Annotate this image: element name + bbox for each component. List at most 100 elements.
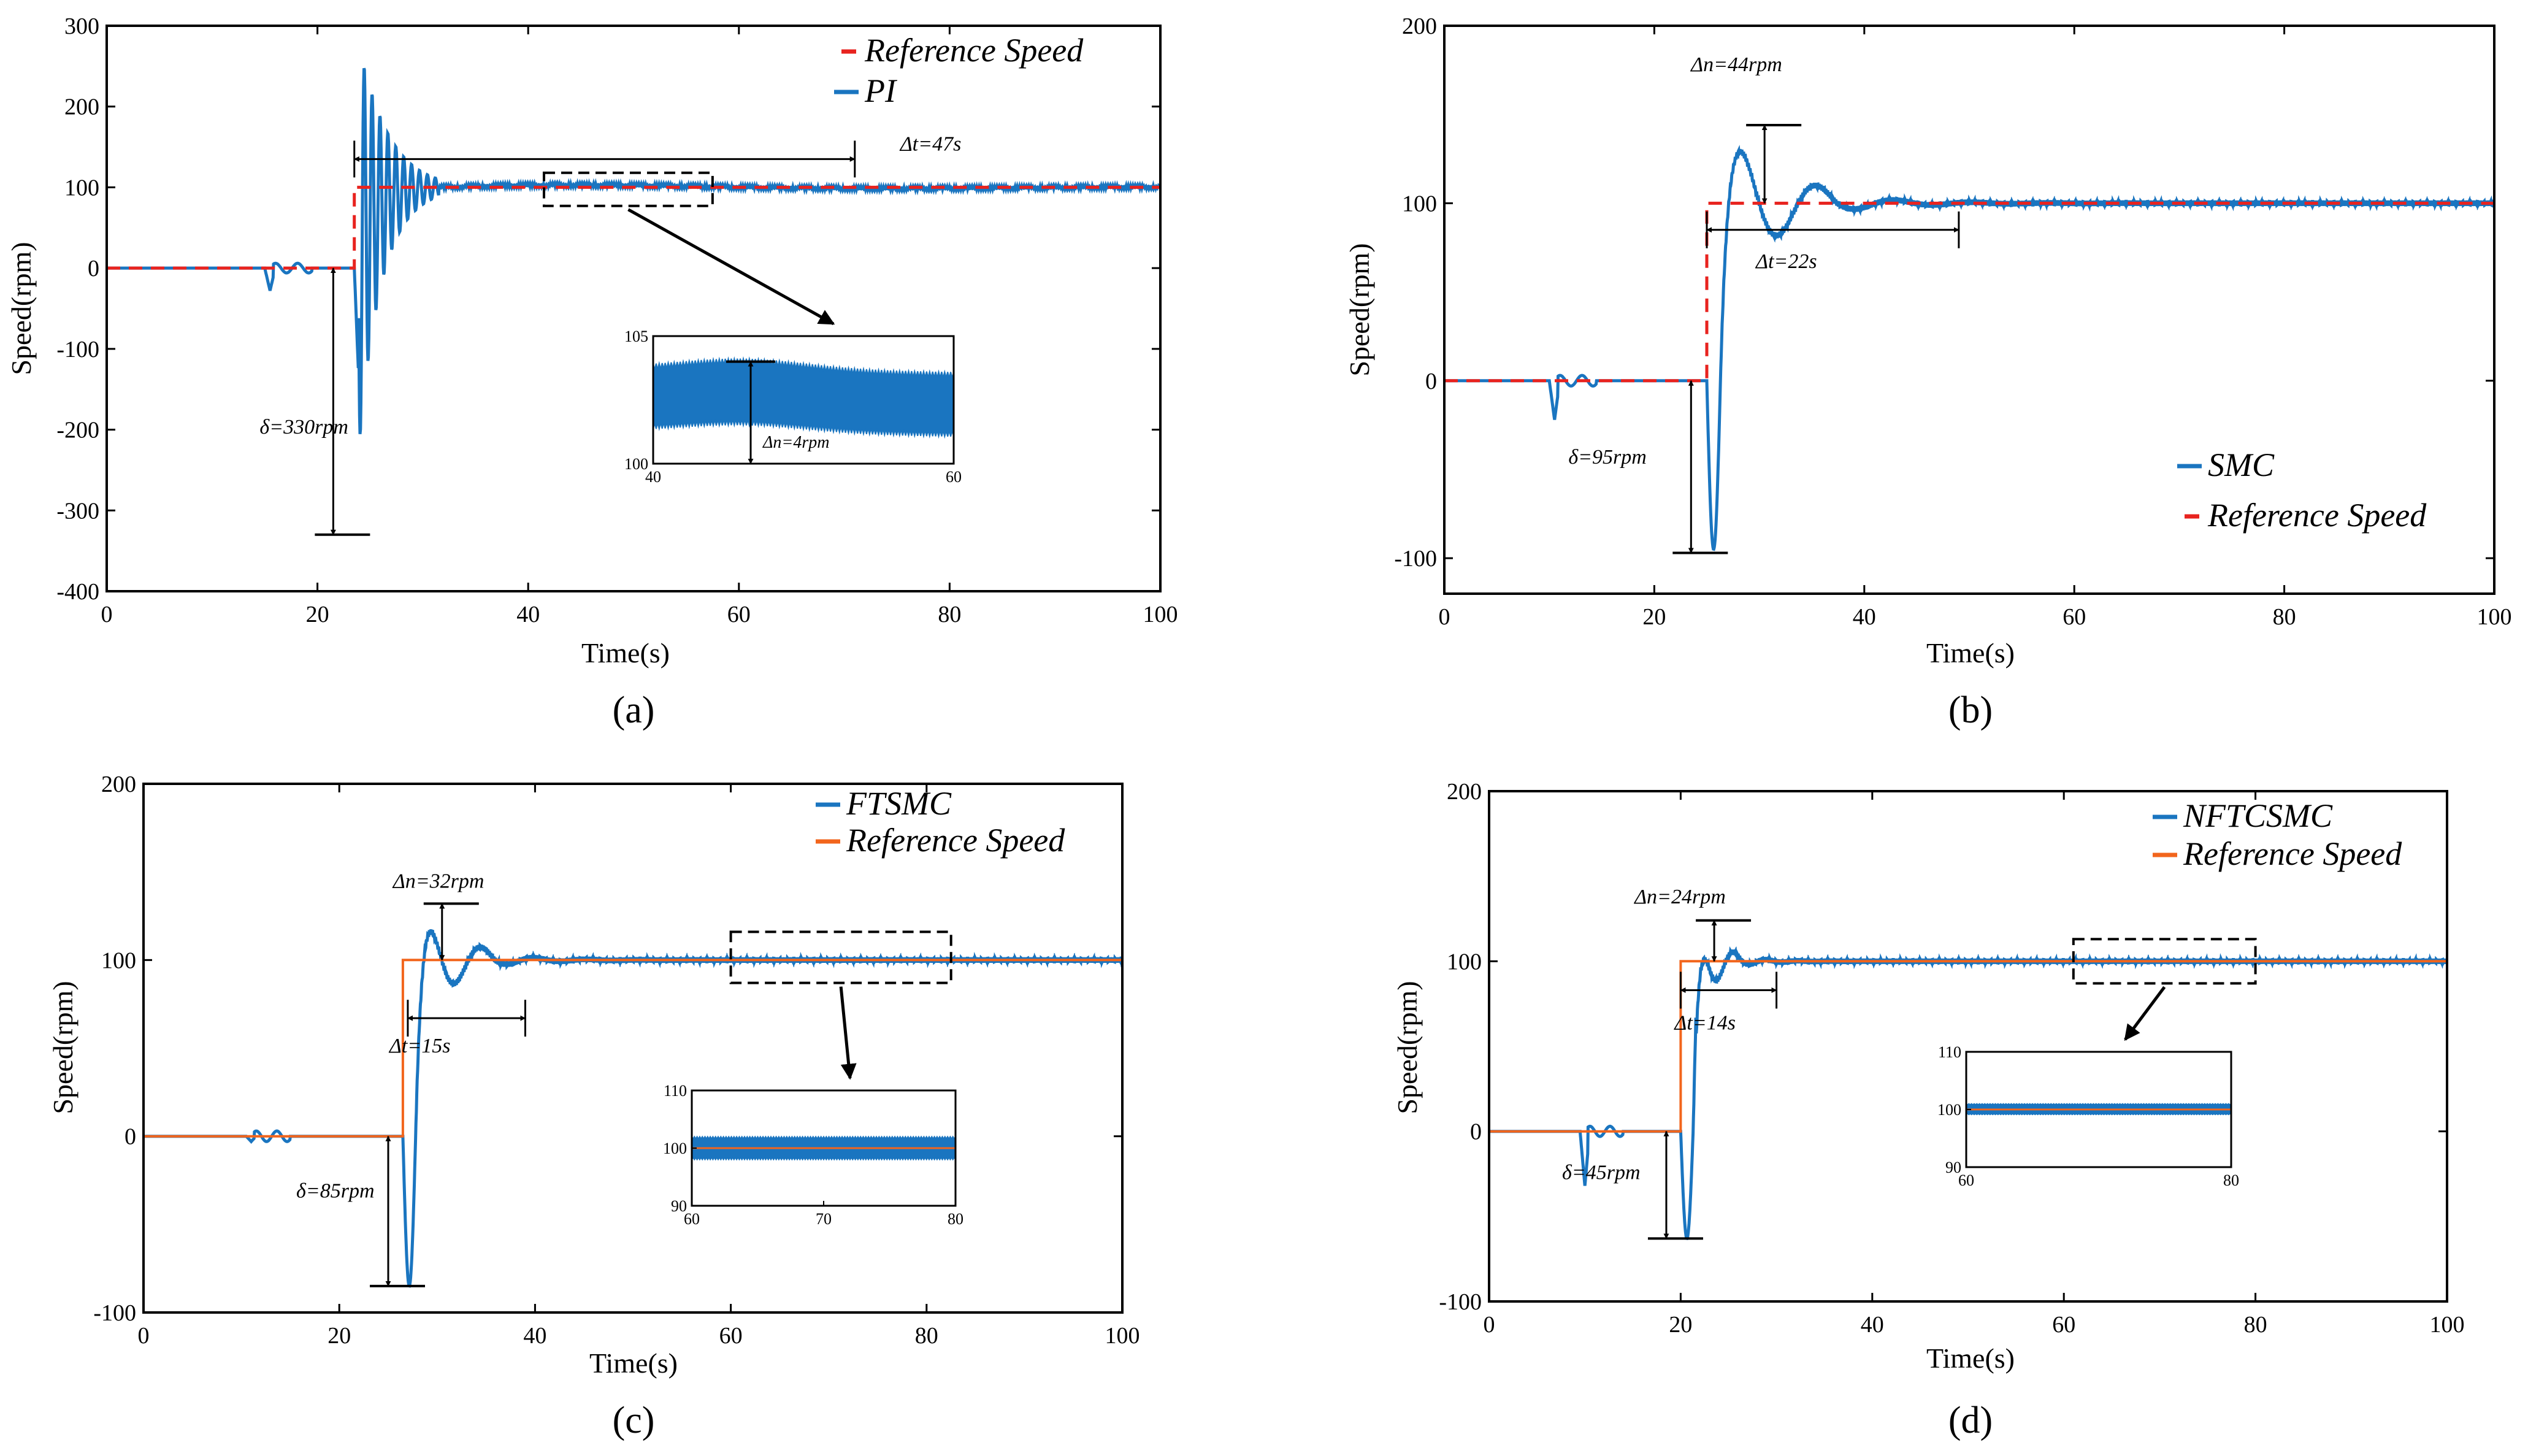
inset-y-tick-label: 90 (1945, 1159, 1961, 1176)
inset-x-tick-label: 80 (2223, 1171, 2239, 1189)
x-tick-label: 100 (2430, 1312, 2465, 1338)
response-series-line (1444, 145, 2494, 551)
legend-entry: PI (864, 72, 898, 109)
x-tick-label: 80 (915, 1323, 938, 1349)
annotation-label: δ=330rpm (259, 416, 348, 439)
zoom-arrow (2124, 986, 2166, 1041)
zoom-box (542, 171, 714, 207)
x-tick-label: 0 (1439, 604, 1450, 630)
x-tick-label: 60 (727, 602, 751, 627)
response-series-line (107, 67, 1160, 434)
x-tick-label: 20 (1669, 1312, 1692, 1338)
zoom-box (2072, 938, 2257, 985)
inset-y-tick-label: 100 (1937, 1101, 1961, 1119)
x-tick-label: 20 (327, 1323, 351, 1349)
y-tick-label: 200 (101, 772, 136, 797)
annotation-label: δ=45rpm (1562, 1162, 1641, 1184)
y-tick-label: 100 (1402, 191, 1437, 216)
panel-c: 0 20 40 60 80 100-1000100200Time(s)Speed(rpm)… (47, 772, 1140, 1441)
annotation-label: Δn=24rpm (1633, 886, 1726, 908)
panel-caption: (d) (1948, 1400, 1993, 1441)
y-tick-label: 300 (64, 13, 99, 39)
panel-caption: (c) (613, 1400, 655, 1441)
y-tick-label: 200 (64, 94, 99, 120)
reference-series-line (1444, 201, 2494, 383)
zoom-arrow (627, 208, 835, 326)
x-tick-label: 40 (523, 1323, 546, 1349)
x-tick-label: 20 (1642, 604, 1666, 630)
y-axis-label: Speed(rpm) (47, 981, 79, 1114)
x-tick-label: 0 (1484, 1312, 1495, 1338)
x-tick-label: 60 (2063, 604, 2086, 630)
y-tick-label: -400 (56, 579, 99, 605)
annotation-label: Δn=32rpm (392, 870, 485, 892)
panel-a: 0 20 40 60 80 100 -400 -300 -200 -100 0 100 200 300 Ti… (6, 13, 1178, 731)
y-tick-label: -300 (56, 498, 99, 524)
annotation-label: δ=85rpm (296, 1180, 375, 1203)
legend-entry: FTSMC (846, 785, 952, 822)
inset-x-tick-label: 60 (684, 1210, 700, 1228)
legend-entry: SMC (2208, 446, 2275, 483)
y-tick-label: -200 (56, 418, 99, 443)
x-tick-label: 0 (138, 1323, 150, 1349)
x-tick-label: 20 (306, 602, 329, 627)
inset-x-tick-label: 40 (645, 468, 661, 486)
x-tick-label: 0 (101, 602, 113, 627)
y-tick-label: -100 (93, 1300, 136, 1326)
inset-y-tick-label: 110 (1938, 1043, 1961, 1061)
inset-x-tick-label: 70 (816, 1210, 832, 1228)
response-series-line (144, 929, 1122, 1288)
y-tick-label: 0 (1470, 1119, 1482, 1145)
x-axis-label: Time(s) (589, 1347, 678, 1379)
inset-x-tick-label: 60 (1958, 1171, 1974, 1189)
inset-y-tick-label: 100 (624, 455, 648, 473)
x-tick-label: 40 (516, 602, 540, 627)
inset-frame (652, 335, 955, 465)
y-tick-label: 0 (124, 1124, 136, 1150)
annotation-label: Δt=47s (899, 132, 962, 155)
panel-b: 0 20 40 60 80 100 -100 0 100 200 Time(s) Speed(rpm)… (1344, 13, 2512, 731)
x-tick-label: 100 (1143, 602, 1178, 627)
x-axis-label: Time(s) (1926, 1343, 2015, 1374)
y-tick-label: 100 (101, 948, 136, 973)
x-tick-label: 60 (719, 1323, 743, 1349)
y-tick-label: 100 (1447, 949, 1482, 975)
inset-response-band (653, 356, 954, 439)
annotation-label: δ=95rpm (1568, 446, 1647, 469)
legend-entry: Reference Speed (2183, 835, 2402, 872)
legend-entry: Reference Speed (2207, 497, 2427, 534)
legend-entry: Reference Speed (864, 32, 1084, 69)
y-tick-label: -100 (1394, 546, 1437, 572)
inset-y-tick-label: 105 (624, 328, 648, 345)
x-tick-label: 40 (1853, 604, 1876, 630)
panel-caption: (b) (1948, 689, 1993, 731)
inset-y-tick-label: 110 (664, 1082, 687, 1100)
inset-x-tick-label: 60 (946, 468, 962, 486)
annotation-label: Δn=44rpm (1690, 53, 1782, 76)
reference-series-line (107, 185, 1160, 270)
y-tick-label: -100 (1439, 1289, 1482, 1315)
inset-y-tick-label: 90 (671, 1197, 687, 1215)
zoom-box (729, 930, 952, 984)
y-axis-label: Speed(rpm) (1392, 981, 1423, 1114)
annotation-label: Δt=14s (1673, 1011, 1736, 1034)
x-axis-label: Time(s) (581, 637, 670, 669)
legend-entry: Reference Speed (846, 822, 1065, 859)
reference-series-line (144, 959, 1122, 1138)
inset-chart: 40 60 100 105 Δn=4rpm (624, 328, 962, 486)
y-axis-label: Speed(rpm) (6, 242, 37, 375)
zoom-arrow (839, 986, 857, 1080)
y-tick-label: 100 (64, 175, 99, 201)
panel-caption: (a) (613, 689, 655, 731)
x-tick-label: 80 (2244, 1312, 2267, 1338)
x-tick-label: 80 (938, 602, 961, 627)
x-tick-label: 80 (2273, 604, 2296, 630)
inset-chart: 60 80 90 100 110 (1937, 1043, 2239, 1189)
x-tick-label: 100 (1105, 1323, 1140, 1349)
x-tick-label: 40 (1861, 1312, 1884, 1338)
plot-frame (1443, 25, 2495, 595)
x-tick-label: 100 (2477, 604, 2512, 630)
plot-frame (1488, 790, 2448, 1303)
plot-frame (142, 783, 1124, 1314)
